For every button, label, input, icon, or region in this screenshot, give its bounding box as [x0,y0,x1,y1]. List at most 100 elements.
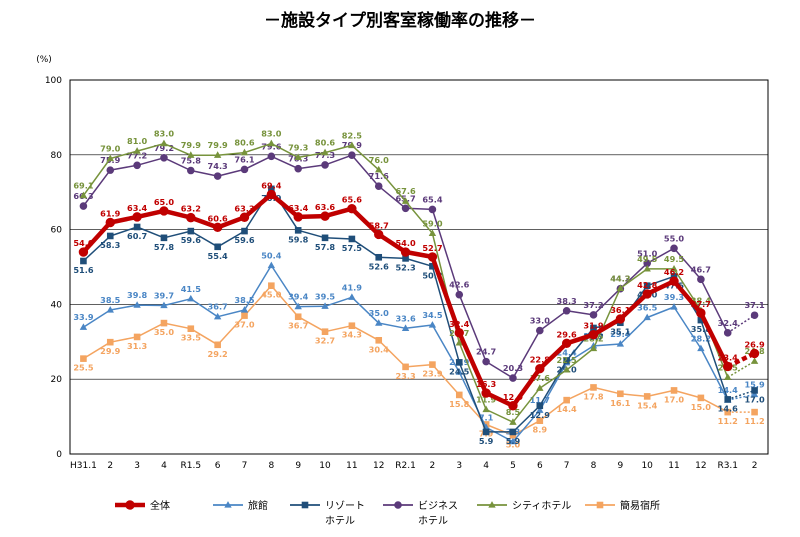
data-point [294,164,302,173]
data-point [374,229,384,240]
data-label: 29.6 [557,329,578,339]
data-point [643,264,651,272]
data-label: 30.4 [369,344,390,354]
data-point [454,328,464,338]
data-label: 16.1 [610,398,631,408]
data-label: 11.2 [718,416,738,426]
x-tick-label: 4 [161,461,167,471]
series-3: 66.375.977.279.275.874.376.179.676.377.3… [73,140,765,382]
series-projection-line [727,389,755,401]
legend-label: 簡易宿所 [620,499,660,512]
data-label: 37.0 [234,320,255,330]
data-point [186,212,196,223]
data-point [536,384,544,391]
y-tick-label: 80 [51,151,63,161]
series-2: 51.658.360.757.859.655.459.670.959.857.8… [73,185,765,446]
data-label: 50.4 [261,251,282,261]
data-point [160,301,168,309]
data-point [241,227,248,235]
data-point [509,418,517,425]
data-point [563,396,570,404]
data-label: 20.3 [503,363,524,373]
data-point [562,365,571,373]
data-point [80,355,87,362]
data-point [401,204,410,213]
series-5: 25.5 29.9 31.3 35.0 33.5 29.2 37.0 45.0 36.7 32.7… [73,282,765,449]
data-label: 36.1 [610,305,631,315]
data-label: 17.0 [744,394,765,404]
data-label: 33.9 [73,312,94,322]
data-point [214,341,221,349]
data-point [321,161,329,169]
data-point [160,234,168,242]
data-label: 58.7 [369,220,390,230]
data-label: 74.3 [208,161,229,171]
data-point [133,301,141,308]
y-tick-label: 100 [45,76,62,86]
data-point [348,141,356,149]
data-label: 71.6 [369,171,390,181]
data-point [427,252,438,262]
data-label: 50.2 [422,270,442,280]
legend-label: 旅館 [248,499,268,512]
data-label: 33.5 [181,333,202,343]
data-point [751,387,758,394]
data-point [455,339,463,346]
data-point [643,313,651,321]
data-label: 32.4 [449,319,470,329]
data-label: 36.7 [208,302,229,312]
data-point [160,153,168,162]
data-label: 60.7 [127,231,148,241]
data-label: 49.5 [664,254,685,264]
data-label: 8.5 [506,407,521,417]
legend-label: リゾート [325,500,365,512]
data-point [455,368,463,375]
data-label: 63.4 [288,203,309,213]
data-point [749,348,760,359]
data-point [160,139,168,147]
data-point [750,390,759,398]
data-label: 79.3 [288,142,309,152]
data-point [321,302,329,309]
data-point [293,212,303,222]
legend-label: 全体 [150,499,170,512]
data-label: 36.5 [637,302,658,312]
data-label: 37.7 [691,299,712,309]
data-point [267,152,276,161]
data-point [697,316,705,324]
data-label: 15.8 [449,399,470,409]
legend-swatch-marker [596,501,604,509]
data-label: 23.9 [422,369,443,379]
data-point [348,322,356,330]
data-label: 45.0 [261,290,282,300]
data-point [616,340,625,347]
data-label: 12.9 [503,392,524,402]
data-label: 46.7 [691,264,712,274]
data-label: 57.8 [315,242,336,252]
data-point [455,359,463,366]
data-point [750,311,759,320]
data-point [78,247,89,257]
data-point [214,243,221,251]
data-point [106,306,114,313]
data-point [536,402,544,410]
data-label: 59.8 [288,234,309,244]
legend-label: ホテル [325,515,355,527]
data-label: 17.0 [664,394,685,404]
data-label: 39.8 [127,290,148,300]
data-point [588,329,599,340]
data-point [187,294,195,302]
legend-swatch-marker [224,501,232,508]
data-label: 58.3 [100,240,121,250]
data-label: 44.3 [610,273,631,283]
data-label: 11.7 [530,395,551,405]
data-label: 32.7 [315,336,336,346]
data-point [723,329,732,337]
data-point [589,311,598,319]
data-label: 81.0 [127,136,148,146]
data-point [509,428,517,436]
x-tick-label: 11 [346,461,357,471]
